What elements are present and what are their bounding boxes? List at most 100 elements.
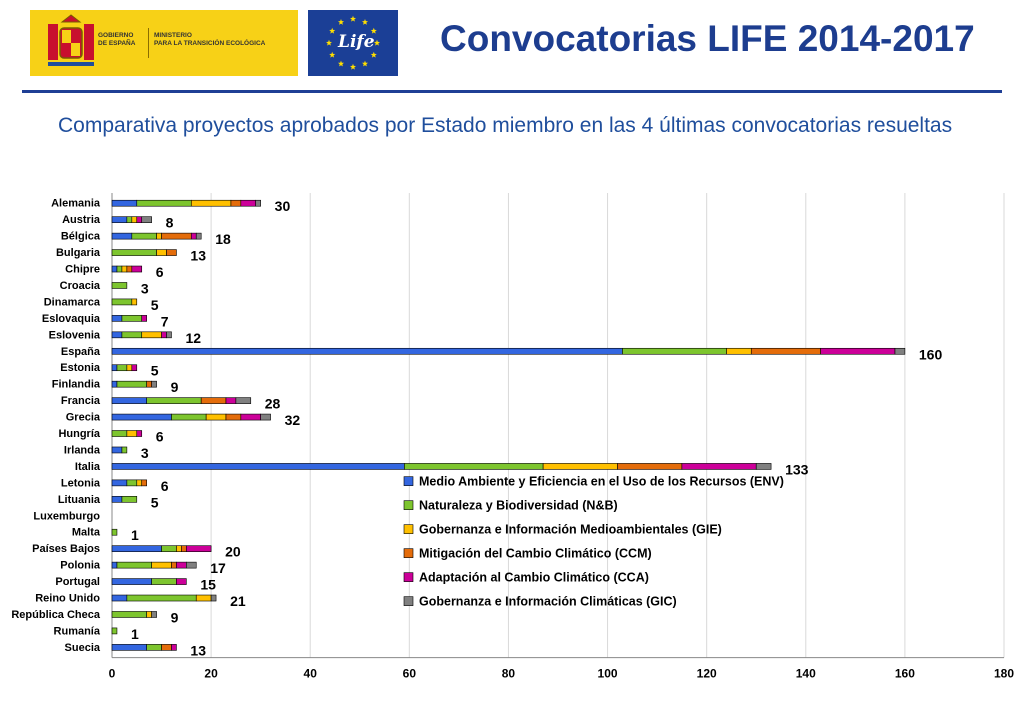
y-tick-label: Francia xyxy=(61,395,101,407)
bar-segment xyxy=(131,232,157,240)
eu-star-icon xyxy=(329,51,336,58)
y-tick-label: España xyxy=(61,346,101,358)
bar-segment xyxy=(141,315,147,322)
bar-segment xyxy=(151,380,157,388)
bar-segment xyxy=(111,364,118,372)
x-tick-label: 120 xyxy=(697,667,717,681)
y-tick-label: Polonia xyxy=(60,560,101,572)
legend-label: Gobernanza e Información Climáticas (GIC… xyxy=(419,595,677,609)
chart-subtitle: Comparativa proyectos aprobados por Esta… xyxy=(58,114,953,137)
y-tick-label: Italia xyxy=(75,461,101,473)
bar-segment xyxy=(111,199,138,207)
data-label: 28 xyxy=(265,396,281,412)
bar-segment xyxy=(146,611,152,618)
life-logo: Life xyxy=(308,10,398,76)
eu-star-icon xyxy=(370,27,377,34)
eu-star-icon xyxy=(326,39,332,46)
bar-segment xyxy=(126,364,133,372)
bar-segment xyxy=(146,380,152,388)
bar-segment xyxy=(161,644,172,651)
data-label: 6 xyxy=(156,264,164,280)
x-tick-label: 140 xyxy=(796,667,816,681)
bar-segment xyxy=(131,298,138,306)
bar-segment xyxy=(121,446,128,454)
y-tick-label: Bélgica xyxy=(61,231,101,243)
bar-segment xyxy=(225,413,242,421)
legend-label: Naturaleza y Biodiversidad (N&B) xyxy=(419,499,618,513)
bar-segment xyxy=(622,347,727,355)
bar-segment xyxy=(141,216,152,223)
bar-segment xyxy=(617,463,683,470)
page-title: Convocatorias LIFE 2014-2017 xyxy=(440,18,975,59)
bar-segment xyxy=(161,331,167,339)
bar-segment xyxy=(111,611,147,618)
legend-swatch xyxy=(403,500,414,510)
bar-segment xyxy=(240,413,261,421)
bar-segment xyxy=(161,545,177,552)
bar-segment xyxy=(116,364,128,372)
data-label: 3 xyxy=(141,280,149,296)
y-tick-label: Lituania xyxy=(58,494,101,506)
bar-segment xyxy=(146,397,202,404)
bar-segment xyxy=(141,331,162,339)
data-label: 6 xyxy=(156,429,164,445)
bar-segment xyxy=(151,611,157,618)
bar-segment xyxy=(166,249,177,256)
bar-segment xyxy=(176,578,187,585)
y-tick-label: Eslovenia xyxy=(49,329,101,341)
data-label: 13 xyxy=(190,248,206,264)
bar-segment xyxy=(151,578,177,585)
ministry-name: MINISTERIO PARA LA TRANSICIÓN ECOLÓGICA xyxy=(154,32,266,47)
bar-segment xyxy=(136,430,143,437)
bar-segment xyxy=(186,561,197,569)
bar-segment xyxy=(131,265,143,273)
bar-segment xyxy=(121,331,143,339)
y-tick-label: Croacia xyxy=(60,280,101,292)
bar-segment xyxy=(111,545,162,552)
bar-segment xyxy=(240,199,257,207)
x-tick-label: 160 xyxy=(895,667,915,681)
data-label: 9 xyxy=(171,379,179,395)
bar-segment xyxy=(210,594,217,602)
eu-star-icon xyxy=(338,19,344,25)
eu-star-icon xyxy=(374,39,380,46)
x-tick-label: 180 xyxy=(994,667,1014,681)
y-tick-label: Rumanía xyxy=(54,625,101,637)
bar-segment xyxy=(190,199,232,207)
eu-star-icon xyxy=(329,27,336,34)
y-tick-label: Países Bajos xyxy=(32,543,100,555)
bar-segment xyxy=(111,265,118,273)
bar-segment xyxy=(230,199,242,207)
y-tick-label: Dinamarca xyxy=(44,296,101,308)
bar-segment xyxy=(255,199,261,207)
legend-swatch xyxy=(403,548,414,558)
data-label: 20 xyxy=(225,544,241,560)
bar-segment xyxy=(894,347,906,355)
bar-segment xyxy=(111,644,147,651)
x-tick-label: 100 xyxy=(598,667,618,681)
bar-segment xyxy=(542,463,618,470)
data-label: 12 xyxy=(185,330,201,346)
y-tick-label: Malta xyxy=(72,527,101,539)
y-tick-label: Finlandia xyxy=(52,379,101,391)
bar-segment xyxy=(111,298,133,306)
bar-segment xyxy=(200,397,227,404)
bar-segment xyxy=(111,282,128,289)
y-tick-label: Eslovaquia xyxy=(42,313,101,325)
bar-segment xyxy=(111,578,152,585)
y-tick-label: Chipre xyxy=(65,264,100,276)
y-tick-label: Suecia xyxy=(65,642,101,654)
bar-segment xyxy=(116,561,152,569)
y-tick-label: Reino Unido xyxy=(35,593,100,605)
legend-swatch xyxy=(403,476,414,486)
eu-star-icon xyxy=(338,60,344,67)
y-tick-label: Estonia xyxy=(60,362,101,374)
data-label: 133 xyxy=(785,461,809,477)
x-tick-label: 20 xyxy=(204,667,218,681)
bar-segment xyxy=(726,347,752,355)
eu-star-icon xyxy=(362,60,368,67)
bar-segment xyxy=(146,644,162,651)
bar-segment xyxy=(131,216,138,223)
bar-segment xyxy=(681,463,757,470)
